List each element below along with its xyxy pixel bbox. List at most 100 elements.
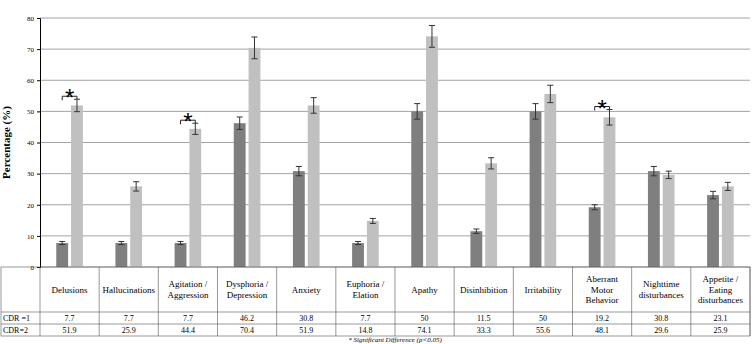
tick-label: 20 <box>27 201 35 209</box>
category-label: Disinhibition <box>460 285 508 295</box>
table-rule <box>572 267 573 336</box>
error-bar <box>533 104 539 120</box>
table-rule <box>750 267 751 336</box>
error-bar-cap <box>370 218 376 219</box>
error-bar <box>251 37 257 59</box>
error-bar-cap <box>710 191 716 192</box>
bar <box>707 195 719 267</box>
bar <box>71 105 83 267</box>
error-bar-stem <box>609 110 610 126</box>
error-bar <box>296 166 302 175</box>
data-label: 70.4 <box>240 326 254 335</box>
data-label: 14.8 <box>358 326 372 335</box>
error-bar <box>178 241 184 244</box>
tick: 20 <box>27 201 40 209</box>
y-axis-title: Percentage (%) <box>0 106 13 179</box>
error-bar-stem <box>254 37 255 59</box>
error-bar-cap <box>533 103 539 104</box>
data-label: 74.1 <box>418 326 432 335</box>
data-label: 51.9 <box>63 326 77 335</box>
error-bar <box>370 218 376 223</box>
error-bar-cap <box>237 116 243 117</box>
error-bar-stem <box>727 182 728 190</box>
bar <box>293 171 305 267</box>
category-label: Anxiety <box>292 285 321 295</box>
error-bar <box>666 171 672 178</box>
error-bar-cap <box>311 97 317 98</box>
error-bar-cap <box>547 102 553 103</box>
error-bar <box>133 182 139 191</box>
error-bar-stem <box>535 104 536 120</box>
error-bar-cap <box>666 171 672 172</box>
error-bar-stem <box>594 205 595 210</box>
table-rule <box>631 267 632 336</box>
category-label: Appetite /Eatingdisturbances <box>698 274 743 305</box>
error-bar-cap <box>414 103 420 104</box>
error-bar-stem <box>417 104 418 120</box>
category-label: Delusions <box>52 285 88 295</box>
grid-line <box>40 204 750 205</box>
error-bar-stem <box>195 123 196 134</box>
bar <box>485 163 497 267</box>
grid-line <box>40 173 750 174</box>
table-rule <box>99 267 100 336</box>
error-bar <box>74 99 80 111</box>
tick-mark <box>37 205 40 206</box>
bar <box>367 221 379 267</box>
tick-label: 80 <box>27 15 35 23</box>
error-bar-cap <box>178 241 184 242</box>
bar <box>56 243 68 267</box>
tick: 30 <box>27 170 40 178</box>
error-bar-cap <box>118 244 124 245</box>
error-bar-cap <box>488 157 494 158</box>
significance-marker: * <box>65 84 74 111</box>
data-table: DelusionsHallucinationsAgitation /Aggres… <box>1 267 750 336</box>
error-bar <box>651 166 657 175</box>
error-bar-stem <box>491 158 492 169</box>
series <box>56 104 719 267</box>
error-bar-cap <box>429 25 435 26</box>
bar <box>115 243 127 267</box>
error-bar-stem <box>76 99 77 111</box>
axis-line <box>37 19 41 268</box>
table-rule <box>690 267 691 336</box>
data-label: 51.9 <box>299 326 313 335</box>
error-bar-cap <box>473 229 479 230</box>
data-label: 23.1 <box>713 314 727 323</box>
error-bar-cap <box>237 129 243 130</box>
grid-line <box>40 142 750 143</box>
error-bar <box>311 98 317 114</box>
error-bar-stem <box>431 25 432 47</box>
error-bar-cap <box>251 58 257 59</box>
error-bar <box>488 158 494 169</box>
tick-label: 30 <box>27 170 35 178</box>
category-label: Hallucinations <box>103 285 156 295</box>
grid-line <box>40 111 750 112</box>
grid-line <box>40 80 750 81</box>
error-bar <box>473 229 479 233</box>
data-label: 50 <box>421 314 429 323</box>
error-bar-cap <box>355 244 361 245</box>
table-rule <box>1 312 750 313</box>
error-bar-stem <box>298 166 299 175</box>
category-label: Dysphoria /Depression <box>226 279 269 299</box>
error-bar-cap <box>59 241 65 242</box>
series-label: CDR=2 <box>3 326 28 335</box>
grid-line <box>40 18 750 19</box>
table-rule <box>395 267 396 336</box>
bar <box>589 207 601 267</box>
error-bar-cap <box>251 36 257 37</box>
tick: 10 <box>27 233 40 241</box>
chart: 01020304050607080Percentage (%)***Delusi… <box>0 0 755 344</box>
tick: 0 <box>31 264 41 272</box>
tick-label: 0 <box>31 264 35 272</box>
tick-label: 60 <box>27 77 35 85</box>
table-rule <box>158 267 159 336</box>
bar <box>411 111 423 267</box>
tick-mark <box>37 236 40 237</box>
error-bar-stem <box>550 85 551 102</box>
tick-label: 10 <box>27 233 35 241</box>
data-label: 29.6 <box>654 326 668 335</box>
bar <box>249 48 261 267</box>
data-label: 25.9 <box>713 326 727 335</box>
